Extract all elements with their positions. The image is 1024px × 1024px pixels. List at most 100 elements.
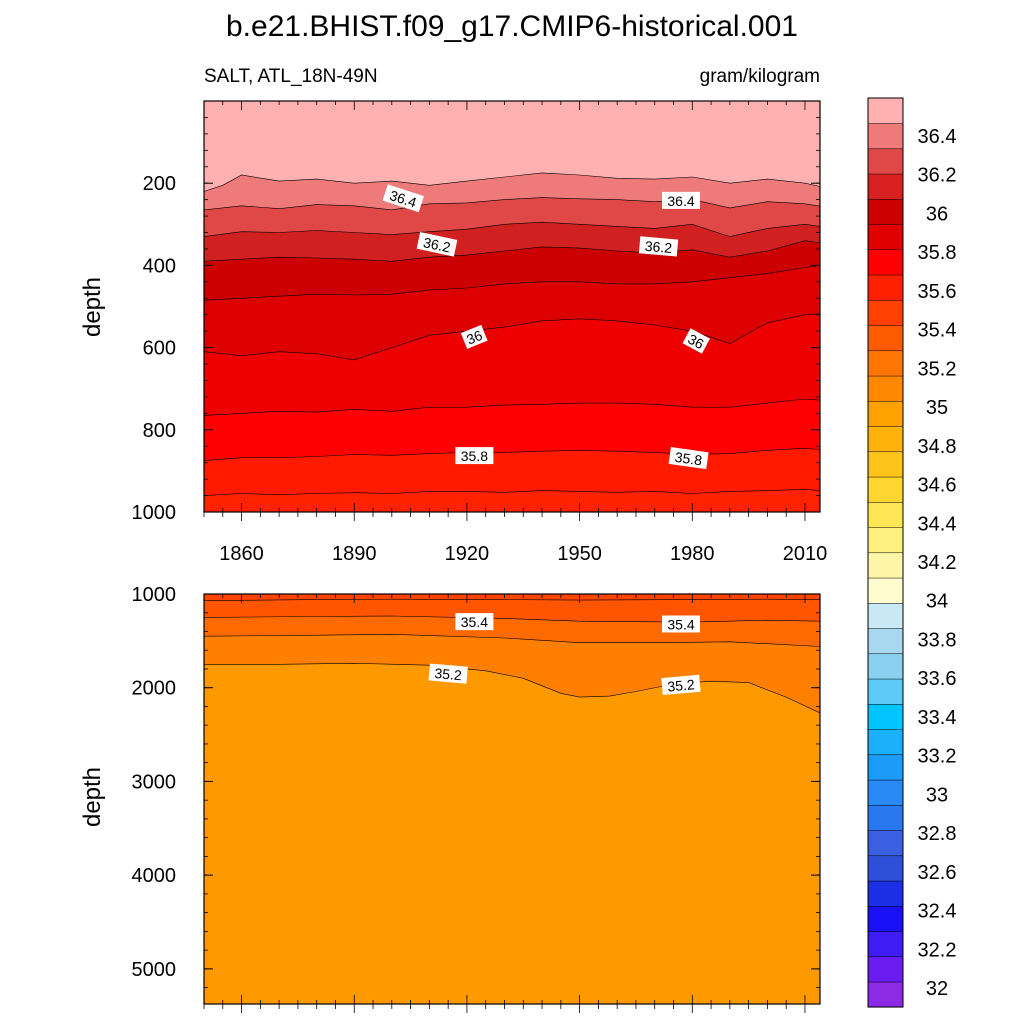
- y-tick-label: 1000: [132, 584, 177, 606]
- upper-contour-label: 36.4: [662, 191, 700, 209]
- lower-ylabel: depth: [79, 767, 106, 827]
- colorbar-label: 33.2: [918, 746, 957, 768]
- contour-label-box: [416, 232, 458, 257]
- contour-label-text: 36: [685, 331, 706, 353]
- upper-contour-line-35.4: [204, 313, 820, 361]
- contour-label-text: 35.8: [674, 449, 703, 469]
- colorbar-label: 35.4: [918, 320, 957, 342]
- colorbar-swatch: [867, 577, 904, 604]
- contour-label-text: 36.4: [667, 193, 694, 209]
- contour-label-text: 35.2: [667, 676, 696, 694]
- y-tick-label: 800: [143, 420, 176, 442]
- colorbar-label: 32.4: [918, 901, 957, 923]
- upper-contour-label: 36.2: [416, 232, 458, 257]
- x-tick-label: 1860: [219, 543, 264, 565]
- contour-label-box: [661, 674, 701, 696]
- contour-label-text: 36.2: [644, 238, 673, 256]
- upper-contour-label: 35.8: [668, 447, 709, 470]
- colorbar-label: 36: [926, 204, 948, 226]
- colorbar-label: 34: [926, 591, 948, 613]
- colorbar-swatch: [867, 754, 904, 781]
- colorbar-label: 35: [926, 397, 948, 419]
- contour-label-box: [662, 191, 700, 209]
- colorbar-frame: [867, 97, 904, 1008]
- upper-frame: [203, 100, 821, 513]
- colorbar: 36.4 36.2 36 35.8 35.6 35.4 35.2 35 34.8 34.6 34.4…: [867, 97, 957, 1008]
- colorbar-swatch: [867, 451, 904, 478]
- lower-contour-line-35: [204, 633, 820, 647]
- colorbar-label: 32: [926, 978, 948, 1000]
- lower-contour-label: 35.4: [455, 613, 494, 631]
- colorbar-swatch: [867, 173, 904, 200]
- colorbar-label: 33.8: [918, 630, 957, 652]
- x-tick-label: 1980: [670, 543, 715, 565]
- colorbar-label: 34.2: [918, 552, 957, 574]
- contour-label-box: [460, 324, 488, 349]
- upper-fill-below-34.8: [204, 489, 820, 512]
- colorbar-swatch: [867, 653, 904, 680]
- colorbar-swatch: [867, 552, 904, 579]
- variable-label: SALT, ATL_18N-49N: [204, 66, 378, 87]
- chart-title: b.e21.BHIST.f09_g17.CMIP6-historical.001: [226, 10, 798, 43]
- units-label: gram/kilogram: [700, 66, 820, 87]
- colorbar-swatch: [867, 931, 904, 958]
- y-tick-label: 5000: [132, 959, 177, 981]
- colorbar-label: 33.4: [918, 707, 957, 729]
- colorbar-label: 32.8: [918, 823, 957, 845]
- upper-contour-line-35.2: [204, 398, 820, 416]
- colorbar-swatch: [867, 123, 904, 150]
- colorbar-swatch: [867, 325, 904, 352]
- colorbar-swatch: [867, 224, 904, 251]
- colorbar-swatch: [867, 527, 904, 554]
- colorbar-swatch: [867, 426, 904, 453]
- upper-contour-label: 36: [682, 328, 710, 354]
- lower-contour-label: 35.2: [661, 674, 701, 696]
- colorbar-swatch: [867, 981, 904, 1008]
- lower-panel: 35.4 35.4 35.2 35.2 1000 2000 3000 4000 5000: [132, 584, 821, 1013]
- colorbar-label: 35.8: [918, 242, 957, 264]
- colorbar-label: 36.4: [918, 126, 957, 148]
- contour-label-box: [382, 184, 424, 213]
- colorbar-swatch: [867, 602, 904, 629]
- contour-label-box: [662, 615, 700, 633]
- upper-contour-line-35.6: [204, 265, 820, 301]
- contour-label-text: 35.4: [461, 614, 488, 630]
- contour-label-text: 36.2: [422, 234, 452, 255]
- contour-label-box: [455, 613, 494, 631]
- colorbar-label: 36.2: [918, 165, 957, 187]
- colorbar-swatch: [867, 350, 904, 377]
- colorbar-swatch: [867, 855, 904, 882]
- x-tick-label: 1950: [557, 543, 602, 565]
- lower-contour-label: 35.4: [662, 615, 700, 633]
- x-tick-label: 2010: [783, 543, 828, 565]
- colorbar-label: 35.6: [918, 281, 957, 303]
- colorbar-swatch: [867, 779, 904, 806]
- colorbar-label: 35.2: [918, 358, 957, 380]
- upper-contour-label: 35.8: [455, 447, 494, 465]
- upper-contour-label: 36.2: [638, 236, 679, 257]
- colorbar-swatch: [867, 880, 904, 907]
- colorbar-swatch: [867, 628, 904, 655]
- colorbar-swatch: [867, 400, 904, 427]
- upper-contour-line-36.2: [204, 197, 820, 211]
- upper-contour-line-35: [204, 447, 820, 461]
- colorbar-label: 33: [926, 784, 948, 806]
- x-tick-label: 1920: [445, 543, 490, 565]
- contour-label-box: [682, 328, 710, 354]
- y-tick-label: 200: [143, 173, 176, 195]
- colorbar-swatch: [867, 905, 904, 932]
- colorbar-label: 32.6: [918, 862, 957, 884]
- colorbar-swatch: [867, 678, 904, 705]
- lower-contour-line-35.4: [204, 598, 820, 601]
- y-tick-label: 3000: [132, 771, 177, 793]
- colorbar-swatch: [867, 375, 904, 402]
- contour-label-box: [455, 447, 494, 465]
- colorbar-label: 34.8: [918, 436, 957, 458]
- contour-label-text: 35.8: [461, 448, 488, 464]
- lower-contour-line-35.2: [204, 615, 820, 623]
- colorbar-swatch: [867, 830, 904, 857]
- lower-contour-label: 35.2: [428, 663, 468, 684]
